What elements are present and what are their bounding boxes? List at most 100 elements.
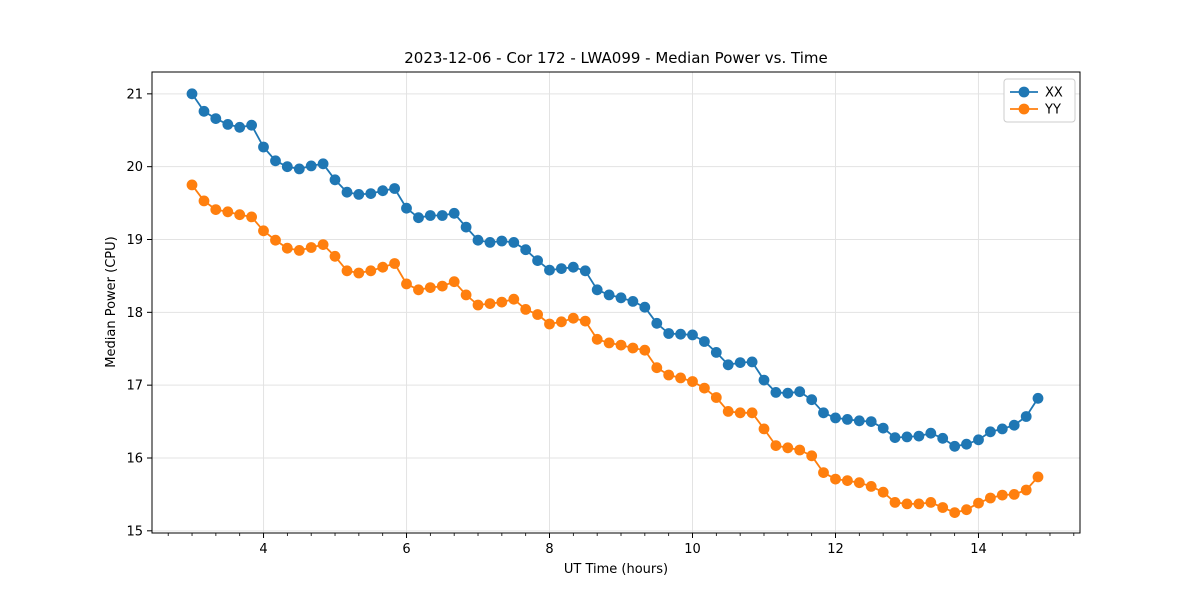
series-xx-marker (186, 88, 198, 100)
series-xx-marker (710, 347, 722, 358)
y-tick-label: 19 (126, 233, 143, 248)
legend-item-xx: XX (1010, 86, 1063, 101)
series-xx-marker (973, 434, 984, 446)
series-xx-marker (377, 185, 389, 197)
series-xx-marker (806, 394, 818, 406)
series-xx-marker (901, 431, 913, 443)
legend-marker-sample (1018, 103, 1030, 115)
series-yy-marker (210, 204, 222, 216)
series-yy-marker (413, 284, 424, 296)
series-xx-marker (794, 386, 806, 398)
series-yy-marker (186, 179, 198, 191)
series-yy-marker (603, 337, 615, 349)
series-yy-marker (818, 467, 829, 478)
y-axis-label: Median Power (CPU) (104, 236, 119, 367)
series-xx-marker (865, 416, 877, 427)
series-yy-marker (270, 234, 281, 246)
series-yy-marker (675, 372, 686, 384)
series-yy-marker (436, 280, 448, 292)
series-yy-marker (663, 369, 675, 381)
x-tick-label: 4 (259, 542, 267, 557)
legend: XX YY (1003, 78, 1076, 123)
series-xx-marker (246, 119, 257, 131)
series-xx-marker (556, 263, 567, 274)
series-yy-marker (496, 296, 508, 308)
series-xx-marker (567, 261, 579, 273)
series-yy-marker (341, 265, 353, 277)
series-xx-marker (579, 265, 591, 277)
series-xx-marker (842, 414, 853, 425)
series-yy-marker (710, 392, 722, 403)
series-xx-marker (913, 430, 925, 442)
series-xx-marker (985, 426, 996, 438)
series-yy-marker (353, 267, 365, 279)
series-yy-marker (424, 282, 436, 293)
series-xx-marker (448, 207, 460, 219)
series-xx-marker (520, 244, 532, 256)
series-yy-marker (794, 444, 806, 456)
series-xx-marker (603, 289, 615, 301)
series-xx-marker (198, 105, 210, 117)
series-yy-marker (734, 407, 746, 419)
series-xx-marker (401, 202, 412, 214)
series-xx-marker (460, 221, 472, 233)
series-yy-marker (782, 442, 794, 454)
series-yy-marker (329, 250, 341, 262)
x-tick-label: 12 (827, 542, 844, 557)
series-xx-marker (484, 237, 496, 248)
series-xx-marker (699, 336, 710, 347)
series-xx-marker (281, 161, 293, 173)
series-xx-marker (687, 329, 698, 341)
series-yy-marker (758, 423, 770, 435)
series-yy-marker (460, 289, 472, 301)
y-tick-label: 17 (126, 379, 143, 394)
series-xx-marker (305, 160, 317, 172)
series-xx-marker (329, 174, 341, 186)
series-xx-marker (353, 189, 365, 200)
series-yy-marker (579, 315, 591, 327)
series-yy-marker (770, 440, 782, 451)
legend-marker-sample (1018, 86, 1030, 98)
series-yy-marker (520, 304, 532, 315)
y-tick-label: 20 (126, 160, 143, 175)
series-xx-marker (770, 387, 782, 398)
series-xx-marker (961, 438, 972, 450)
series-xx-marker (472, 234, 484, 246)
series-xx-marker (270, 155, 281, 167)
x-tick-label: 14 (970, 542, 987, 557)
series-yy-marker (699, 382, 710, 394)
series-yy-marker (842, 475, 853, 486)
series-xx-marker (436, 210, 448, 221)
series-xx-marker (663, 328, 675, 339)
series-yy-marker (937, 502, 949, 513)
series-xx-marker (830, 412, 841, 424)
series-xx-marker (1020, 411, 1032, 422)
series-yy-marker (949, 507, 961, 518)
series-xx-marker (424, 210, 436, 221)
series-yy-line (191, 184, 1039, 514)
series-xx-marker (544, 264, 555, 276)
series-xx-marker (496, 235, 508, 247)
series-yy-marker (234, 209, 246, 221)
series-xx-marker (365, 188, 377, 200)
series-yy-marker (484, 298, 496, 309)
series-xx-marker (949, 440, 961, 452)
series-yy-marker (544, 318, 555, 330)
x-tick-label: 6 (402, 542, 410, 557)
series-yy-marker (198, 195, 210, 207)
series-yy-marker (472, 299, 484, 311)
series-yy-marker (996, 489, 1008, 501)
series-yy-marker (556, 316, 567, 328)
series-yy-marker (889, 497, 901, 508)
y-tick-label: 16 (126, 451, 143, 466)
series-yy-marker (591, 333, 603, 345)
series-yy-marker (615, 339, 627, 351)
series-xx-line (191, 92, 1039, 448)
x-tick-label: 8 (545, 542, 553, 557)
series-yy-marker (317, 239, 329, 251)
series-xx-marker (210, 113, 222, 124)
legend-label: YY (1044, 103, 1061, 118)
series-yy-marker (913, 498, 925, 510)
